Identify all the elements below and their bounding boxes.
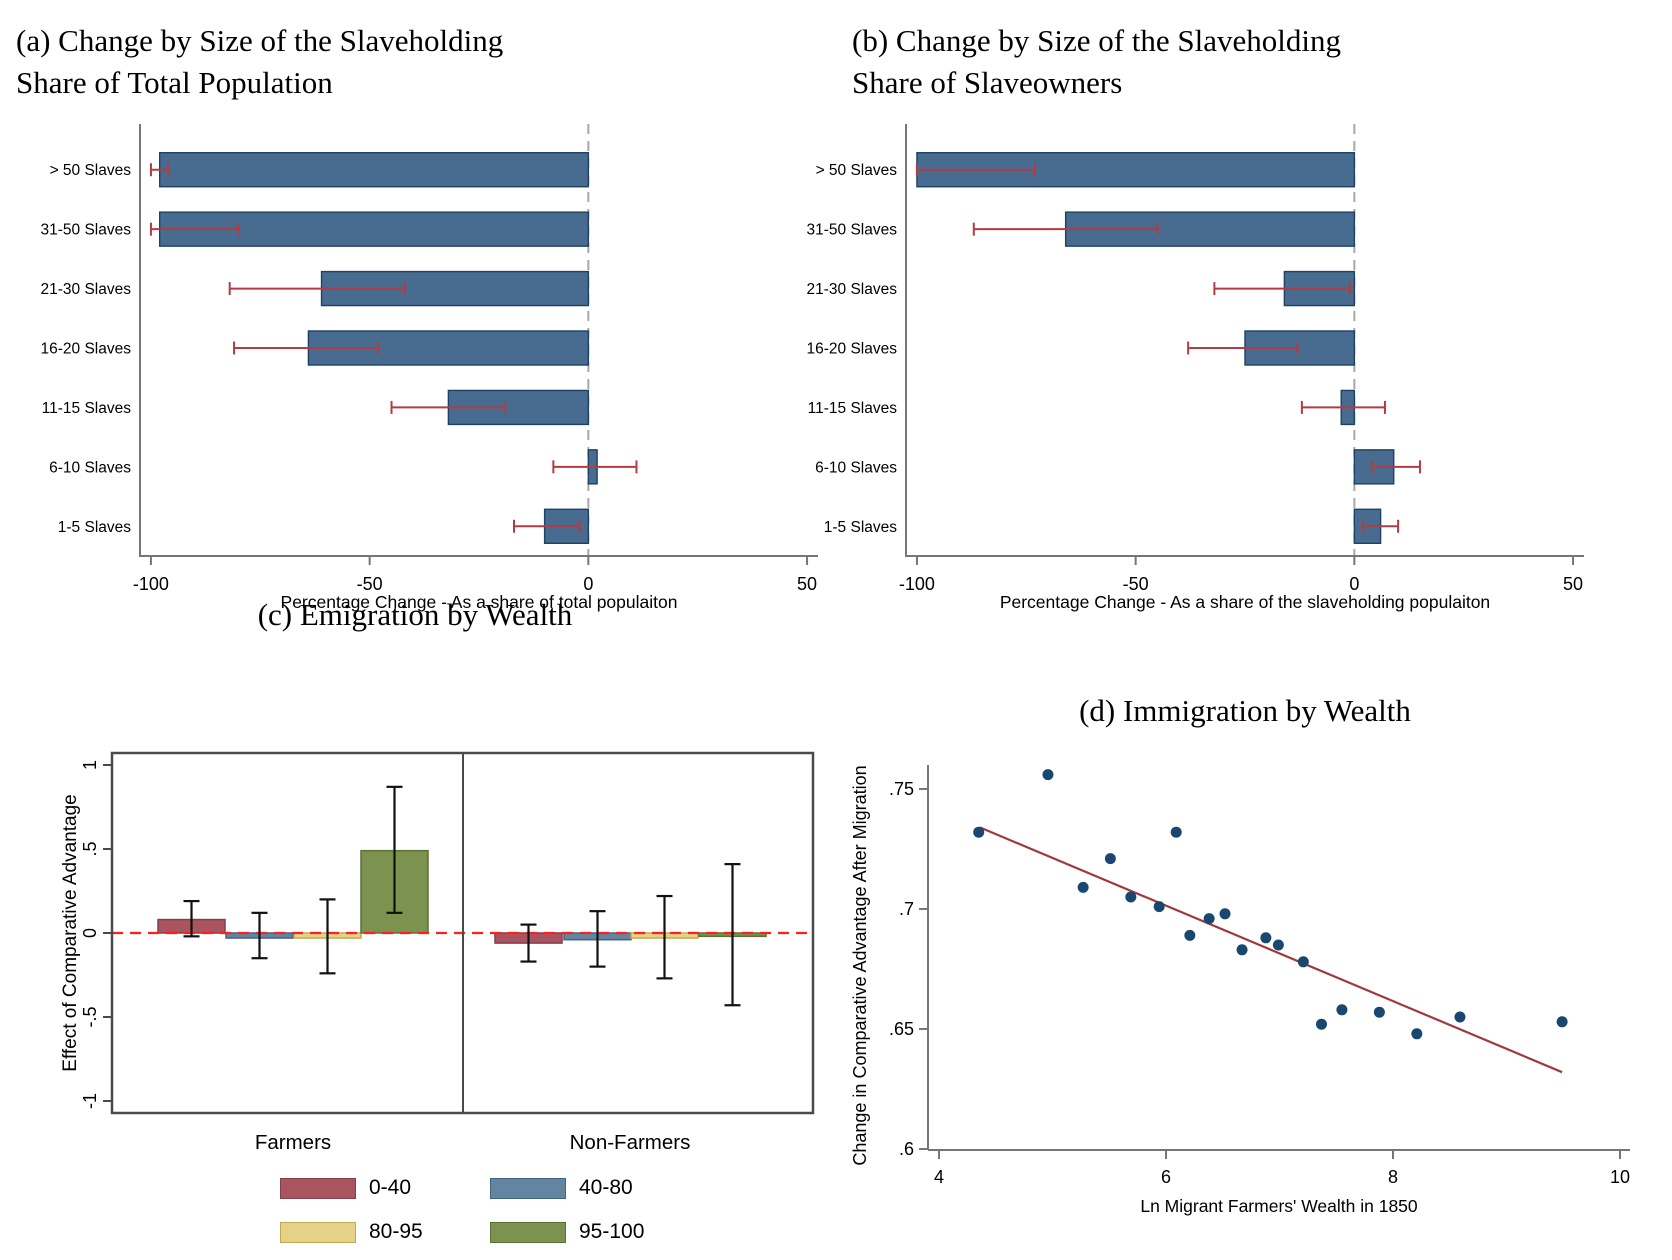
- x-axis-label: Ln Migrant Farmers' Wealth in 1850: [1140, 1196, 1418, 1216]
- legend-swatch-95-100: [490, 1221, 566, 1243]
- scatter-point: [1077, 881, 1089, 893]
- legend-swatch-80-95: [280, 1221, 356, 1243]
- panel-c-title: (c) Emigration by Wealth: [257, 597, 573, 632]
- legend-item-80-95: 80-95: [280, 1220, 423, 1243]
- y-tick-label: .6: [899, 1139, 914, 1159]
- x-tick-label: 10: [1610, 1167, 1630, 1187]
- legend-label-40-80: 40-80: [579, 1176, 633, 1199]
- y-tick-label: 0: [80, 928, 100, 938]
- x-tick-label: 50: [797, 574, 817, 594]
- group-label-non-farmers: Non-Farmers: [569, 1131, 691, 1154]
- category-label: 31-50 Slaves: [41, 222, 132, 239]
- x-tick-label: -50: [1123, 574, 1149, 594]
- fit-line: [979, 826, 1563, 1074]
- category-label: > 50 Slaves: [816, 162, 898, 179]
- legend-label-95-100: 95-100: [579, 1220, 645, 1243]
- scatter-point: [1315, 1018, 1327, 1030]
- legend-item-95-100: 95-100: [490, 1220, 645, 1243]
- category-label: 1-5 Slaves: [824, 519, 897, 536]
- x-axis-label: Percentage Change - As a share of total …: [281, 592, 678, 612]
- panel-b-title: (b) Change by Size of the Slaveholding S…: [852, 20, 1341, 104]
- category-label: 11-15 Slaves: [808, 400, 898, 417]
- scatter-point: [1104, 853, 1116, 865]
- panel-b-title-line2: Share of Slaveowners: [852, 65, 1123, 100]
- legend-swatch-40-80: [490, 1177, 566, 1199]
- category-label: 1-5 Slaves: [58, 519, 131, 536]
- y-tick-label: -.5: [80, 1006, 100, 1027]
- scatter-point: [1411, 1028, 1423, 1040]
- y-axis-label: Change in Comparative Advantage After Mi…: [850, 765, 870, 1165]
- panel-b-chart: > 50 Slaves 31-50 Slaves 21-30 Slaves 16-20…: [807, 124, 1584, 612]
- category-label: 21-30 Slaves: [41, 281, 132, 298]
- scatter-point: [1170, 826, 1182, 838]
- legend-label-0-40: 0-40: [369, 1176, 412, 1199]
- category-label: 11-15 Slaves: [42, 400, 132, 417]
- category-label: 21-30 Slaves: [807, 281, 898, 298]
- scatter-point: [1556, 1016, 1568, 1028]
- legend-label-80-95: 80-95: [369, 1220, 423, 1243]
- bar-16-20 Slaves: [1244, 330, 1356, 366]
- scatter-point: [1272, 939, 1284, 951]
- scatter-point: [1153, 901, 1165, 913]
- scatter-point: [1203, 913, 1215, 925]
- x-tick-label: -50: [357, 574, 383, 594]
- panel-d-chart: .6 .65 .7 .75 4 6 8 10 Ln Migrant Farmers' Wealt…: [850, 765, 1630, 1216]
- category-label: 31-50 Slaves: [807, 222, 898, 239]
- scatter-point: [1125, 891, 1137, 903]
- scatter-point: [1184, 929, 1196, 941]
- panel-a-chart: > 50 Slaves 31-50 Slaves 21-30 Slaves 16-20…: [41, 124, 818, 612]
- category-label: 6-10 Slaves: [49, 459, 131, 476]
- scatter-point: [1236, 944, 1248, 956]
- scatter-point: [1373, 1006, 1385, 1018]
- scatter-point: [1260, 932, 1272, 944]
- bar-> 50 Slaves: [158, 152, 590, 188]
- panel-d-title: (d) Immigration by Wealth: [1079, 693, 1411, 728]
- scatter-point: [1219, 908, 1231, 920]
- x-tick-label: 4: [934, 1167, 944, 1187]
- scatter-point: [1336, 1004, 1348, 1016]
- x-tick-label: -100: [899, 574, 935, 594]
- y-tick-label: -1: [80, 1093, 100, 1109]
- legend-swatch-0-40: [280, 1177, 356, 1199]
- x-tick-label: -100: [133, 574, 169, 594]
- scatter-point: [1297, 956, 1309, 968]
- panel-a-title-line1: (a) Change by Size of the Slaveholding: [16, 23, 504, 58]
- x-axis-label: Percentage Change - As a share of the sl…: [1000, 592, 1490, 612]
- y-tick-label: .75: [889, 779, 914, 799]
- panel-a-title-line2: Share of Total Population: [16, 65, 333, 100]
- scatter-point: [1454, 1011, 1466, 1023]
- y-tick-label: .5: [80, 841, 100, 856]
- scatter-point: [1042, 769, 1054, 781]
- panel-a-title: (a) Change by Size of the Slaveholding S…: [16, 20, 503, 104]
- x-tick-label: 0: [1349, 574, 1359, 594]
- category-label: 16-20 Slaves: [41, 341, 132, 358]
- category-label: > 50 Slaves: [50, 162, 132, 179]
- y-axis-label: Effect of Comparative Advantage: [60, 794, 81, 1071]
- category-label: 6-10 Slaves: [815, 459, 897, 476]
- panel-b-title-line1: (b) Change by Size of the Slaveholding: [852, 23, 1342, 58]
- y-tick-label: 1: [80, 760, 100, 770]
- legend-item-0-40: 0-40: [280, 1176, 412, 1199]
- x-tick-label: 50: [1563, 574, 1583, 594]
- category-label: 16-20 Slaves: [807, 341, 898, 358]
- group-label-farmers: Farmers: [254, 1131, 332, 1154]
- legend-item-40-80: 40-80: [490, 1176, 633, 1199]
- scatter-point: [973, 826, 985, 838]
- panel-c-chart: -1 -.5 0 .5 1 Effect of Comparative Advantage: [60, 751, 815, 1115]
- x-tick-label: 8: [1388, 1167, 1398, 1187]
- y-tick-label: .65: [889, 1019, 914, 1039]
- y-tick-label: .7: [899, 899, 914, 919]
- x-tick-label: 0: [583, 574, 593, 594]
- x-tick-label: 6: [1161, 1167, 1171, 1187]
